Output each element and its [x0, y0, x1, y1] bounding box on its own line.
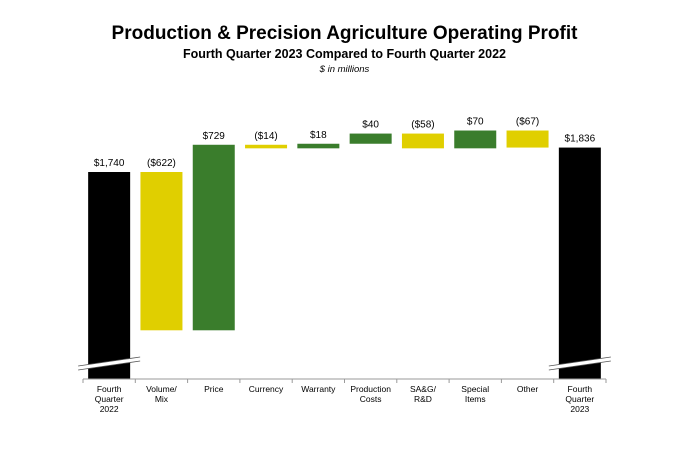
- axis-break-line-top-9: [548, 356, 611, 367]
- bar-0: [88, 172, 131, 379]
- bar-4: [297, 143, 340, 149]
- category-label-1-1: Mix: [155, 394, 169, 404]
- category-label-7-0: Special: [461, 384, 489, 394]
- data-label-4: $18: [310, 130, 327, 141]
- bar-1: [140, 172, 183, 331]
- bar-2: [192, 144, 235, 331]
- axis-break-line-bottom-9: [548, 360, 611, 371]
- category-label-6-0: SA&G/: [410, 384, 437, 394]
- category-label-0-2: 2022: [100, 404, 119, 414]
- category-label-9-2: 2023: [570, 404, 589, 414]
- category-label-3-0: Currency: [249, 384, 284, 394]
- category-label-7-1: Items: [465, 394, 486, 404]
- bar-8: [506, 130, 549, 148]
- data-label-6: ($58): [411, 120, 434, 131]
- chart-title: Production & Precision Agriculture Opera…: [111, 23, 578, 44]
- category-label-0-0: Fourth: [97, 384, 122, 394]
- data-label-8: ($67): [516, 117, 539, 128]
- category-label-2-0: Price: [204, 384, 224, 394]
- category-label-9-1: Quarter: [565, 394, 594, 404]
- bar-7: [454, 130, 497, 149]
- bar-9: [558, 147, 601, 379]
- axis-break-line-top-0: [78, 356, 141, 367]
- bar-6: [401, 133, 444, 149]
- axis-break-line-bottom-0: [78, 360, 141, 371]
- category-label-4-0: Warranty: [301, 384, 336, 394]
- data-label-0: $1,740: [94, 158, 125, 169]
- category-label-8-0: Other: [517, 384, 538, 394]
- category-label-1-0: Volume/: [146, 384, 177, 394]
- category-label-0-1: Quarter: [95, 394, 124, 404]
- category-label-6-1: R&D: [414, 394, 432, 404]
- data-label-5: $40: [362, 120, 379, 131]
- units-note: $ in millions: [319, 64, 370, 75]
- bar-3: [245, 144, 288, 149]
- category-label-5-0: Production: [350, 384, 391, 394]
- axis-break-gap-0: [78, 357, 141, 370]
- data-label-1: ($622): [147, 158, 176, 169]
- data-label-2: $729: [203, 131, 226, 142]
- axis-break-gap-9: [548, 357, 611, 370]
- data-label-9: $1,836: [565, 134, 596, 145]
- data-label-7: $70: [467, 117, 484, 128]
- category-label-5-1: Costs: [360, 394, 382, 404]
- category-label-9-0: Fourth: [568, 384, 593, 394]
- chart-subtitle: Fourth Quarter 2023 Compared to Fourth Q…: [183, 47, 506, 61]
- bar-5: [349, 133, 392, 144]
- data-label-3: ($14): [254, 131, 277, 142]
